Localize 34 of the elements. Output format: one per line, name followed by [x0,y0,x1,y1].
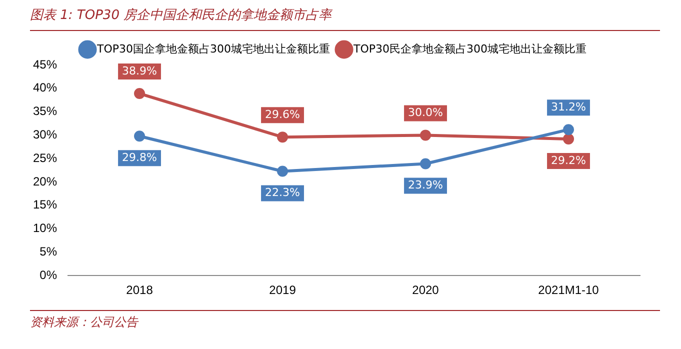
point [134,88,146,100]
legend-label: TOP30国企拿地金额占300城宅地出让金额比重 [96,42,330,56]
data-label: 38.9% [122,64,157,78]
data-label: 23.9% [408,178,443,192]
y-tick-label: 35% [32,104,58,118]
y-tick-label: 20% [32,174,58,188]
x-tick-label: 2019 [269,283,296,298]
y-tick-label: 10% [32,221,58,236]
data-label: 22.3% [265,186,300,200]
y-tick-label: 0% [40,268,58,282]
chart-title: 图表 1: TOP30 房企中国企和民企的拿地金额市占率 [30,6,660,31]
data-label: 31.2% [551,100,586,114]
point [563,124,574,136]
data-label: 29.6% [265,108,300,121]
point [277,132,288,143]
y-tick-label: 15% [32,198,58,212]
x-tick-label: 2020 [412,283,440,298]
y-tick-label: 30% [32,128,58,142]
y-tick-label: 45% [32,57,58,72]
legend-label: TOP30民企拿地金额占300城宅地出让金额比重 [352,42,587,56]
y-tick-label: 5% [40,244,58,259]
point [134,130,146,142]
text: 资料来源：公司公告 [30,310,660,331]
x-tick-label: 2021M1-10 [538,283,600,298]
y-tick-label: 40% [32,80,58,95]
point [420,130,432,141]
y-tick-label: 25% [32,150,58,165]
point [563,133,574,144]
data-label: 30.0% [408,106,443,120]
point [420,158,432,170]
point [277,166,288,177]
x-tick-label: 2018 [126,283,154,298]
data-label: 29.8% [122,150,157,164]
data-label: 29.2% [551,154,586,167]
